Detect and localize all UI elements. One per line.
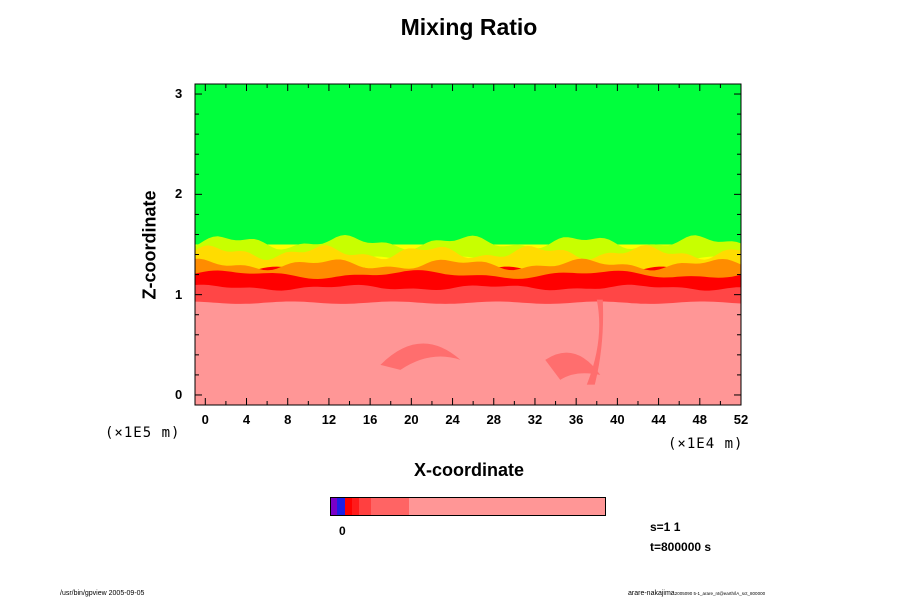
x-tick-label: 32	[527, 412, 543, 427]
x-tick-label: 28	[486, 412, 501, 427]
step-label: s=1 1	[650, 520, 681, 534]
x-tick-label: 52	[733, 412, 749, 427]
x-tick-label: 48	[692, 412, 708, 427]
time-label: t=800000 s	[650, 540, 712, 554]
footer-right: arare-nakajima2005090 5-1_arare_nt@earth…	[628, 590, 765, 597]
colorbar-zero-label: 0	[339, 524, 346, 538]
z-scale-label: (×1E5 m)	[105, 425, 181, 441]
x-tick-label: 4	[242, 412, 251, 427]
x-tick-label: 8	[284, 412, 292, 427]
colorbar-segment	[352, 498, 359, 515]
swirl-2	[545, 352, 601, 380]
plume-1	[586, 299, 604, 385]
band-light-red	[195, 284, 741, 304]
y-axis-label: Z-coordinate	[139, 190, 160, 300]
z-tick-label: 1	[175, 286, 183, 302]
colorbar-segment	[331, 498, 338, 515]
x-tick-label: 0	[201, 412, 209, 427]
colorbar-segment	[409, 498, 605, 515]
x-tick-label: 24	[445, 412, 460, 427]
footer-file: 2005090 5-1_arare_nt@earth/lA_sct_800000	[674, 591, 766, 596]
x-scale-label: (×1E4 m)	[668, 436, 744, 452]
x-tick-label: 12	[321, 412, 337, 427]
plot-frame	[194, 83, 742, 406]
colorbar	[330, 497, 606, 516]
z-tick-label: 0	[175, 386, 183, 402]
footer-author: arare-nakajima	[628, 590, 675, 597]
swirl-1	[380, 343, 461, 370]
chart-title: Mixing Ratio	[400, 14, 538, 40]
x-axis-label: X-coordinate	[413, 460, 524, 480]
region-upper	[195, 84, 741, 245]
z-tick-label: 2	[175, 186, 183, 202]
x-tick-label: 36	[568, 412, 584, 427]
colorbar-segment	[345, 498, 353, 515]
x-tick-label: 16	[362, 412, 378, 427]
region-lower	[195, 294, 741, 405]
colorbar-segment	[370, 498, 410, 515]
colorbar-segment	[358, 498, 371, 515]
z-tick-label: 3	[175, 86, 183, 102]
x-tick-label: 44	[651, 412, 666, 427]
colorbar-segment	[337, 498, 346, 515]
footer-left: /usr/bin/gpview 2005-09-05	[60, 590, 145, 597]
x-tick-label: 20	[404, 412, 419, 427]
x-tick-label: 40	[610, 412, 625, 427]
